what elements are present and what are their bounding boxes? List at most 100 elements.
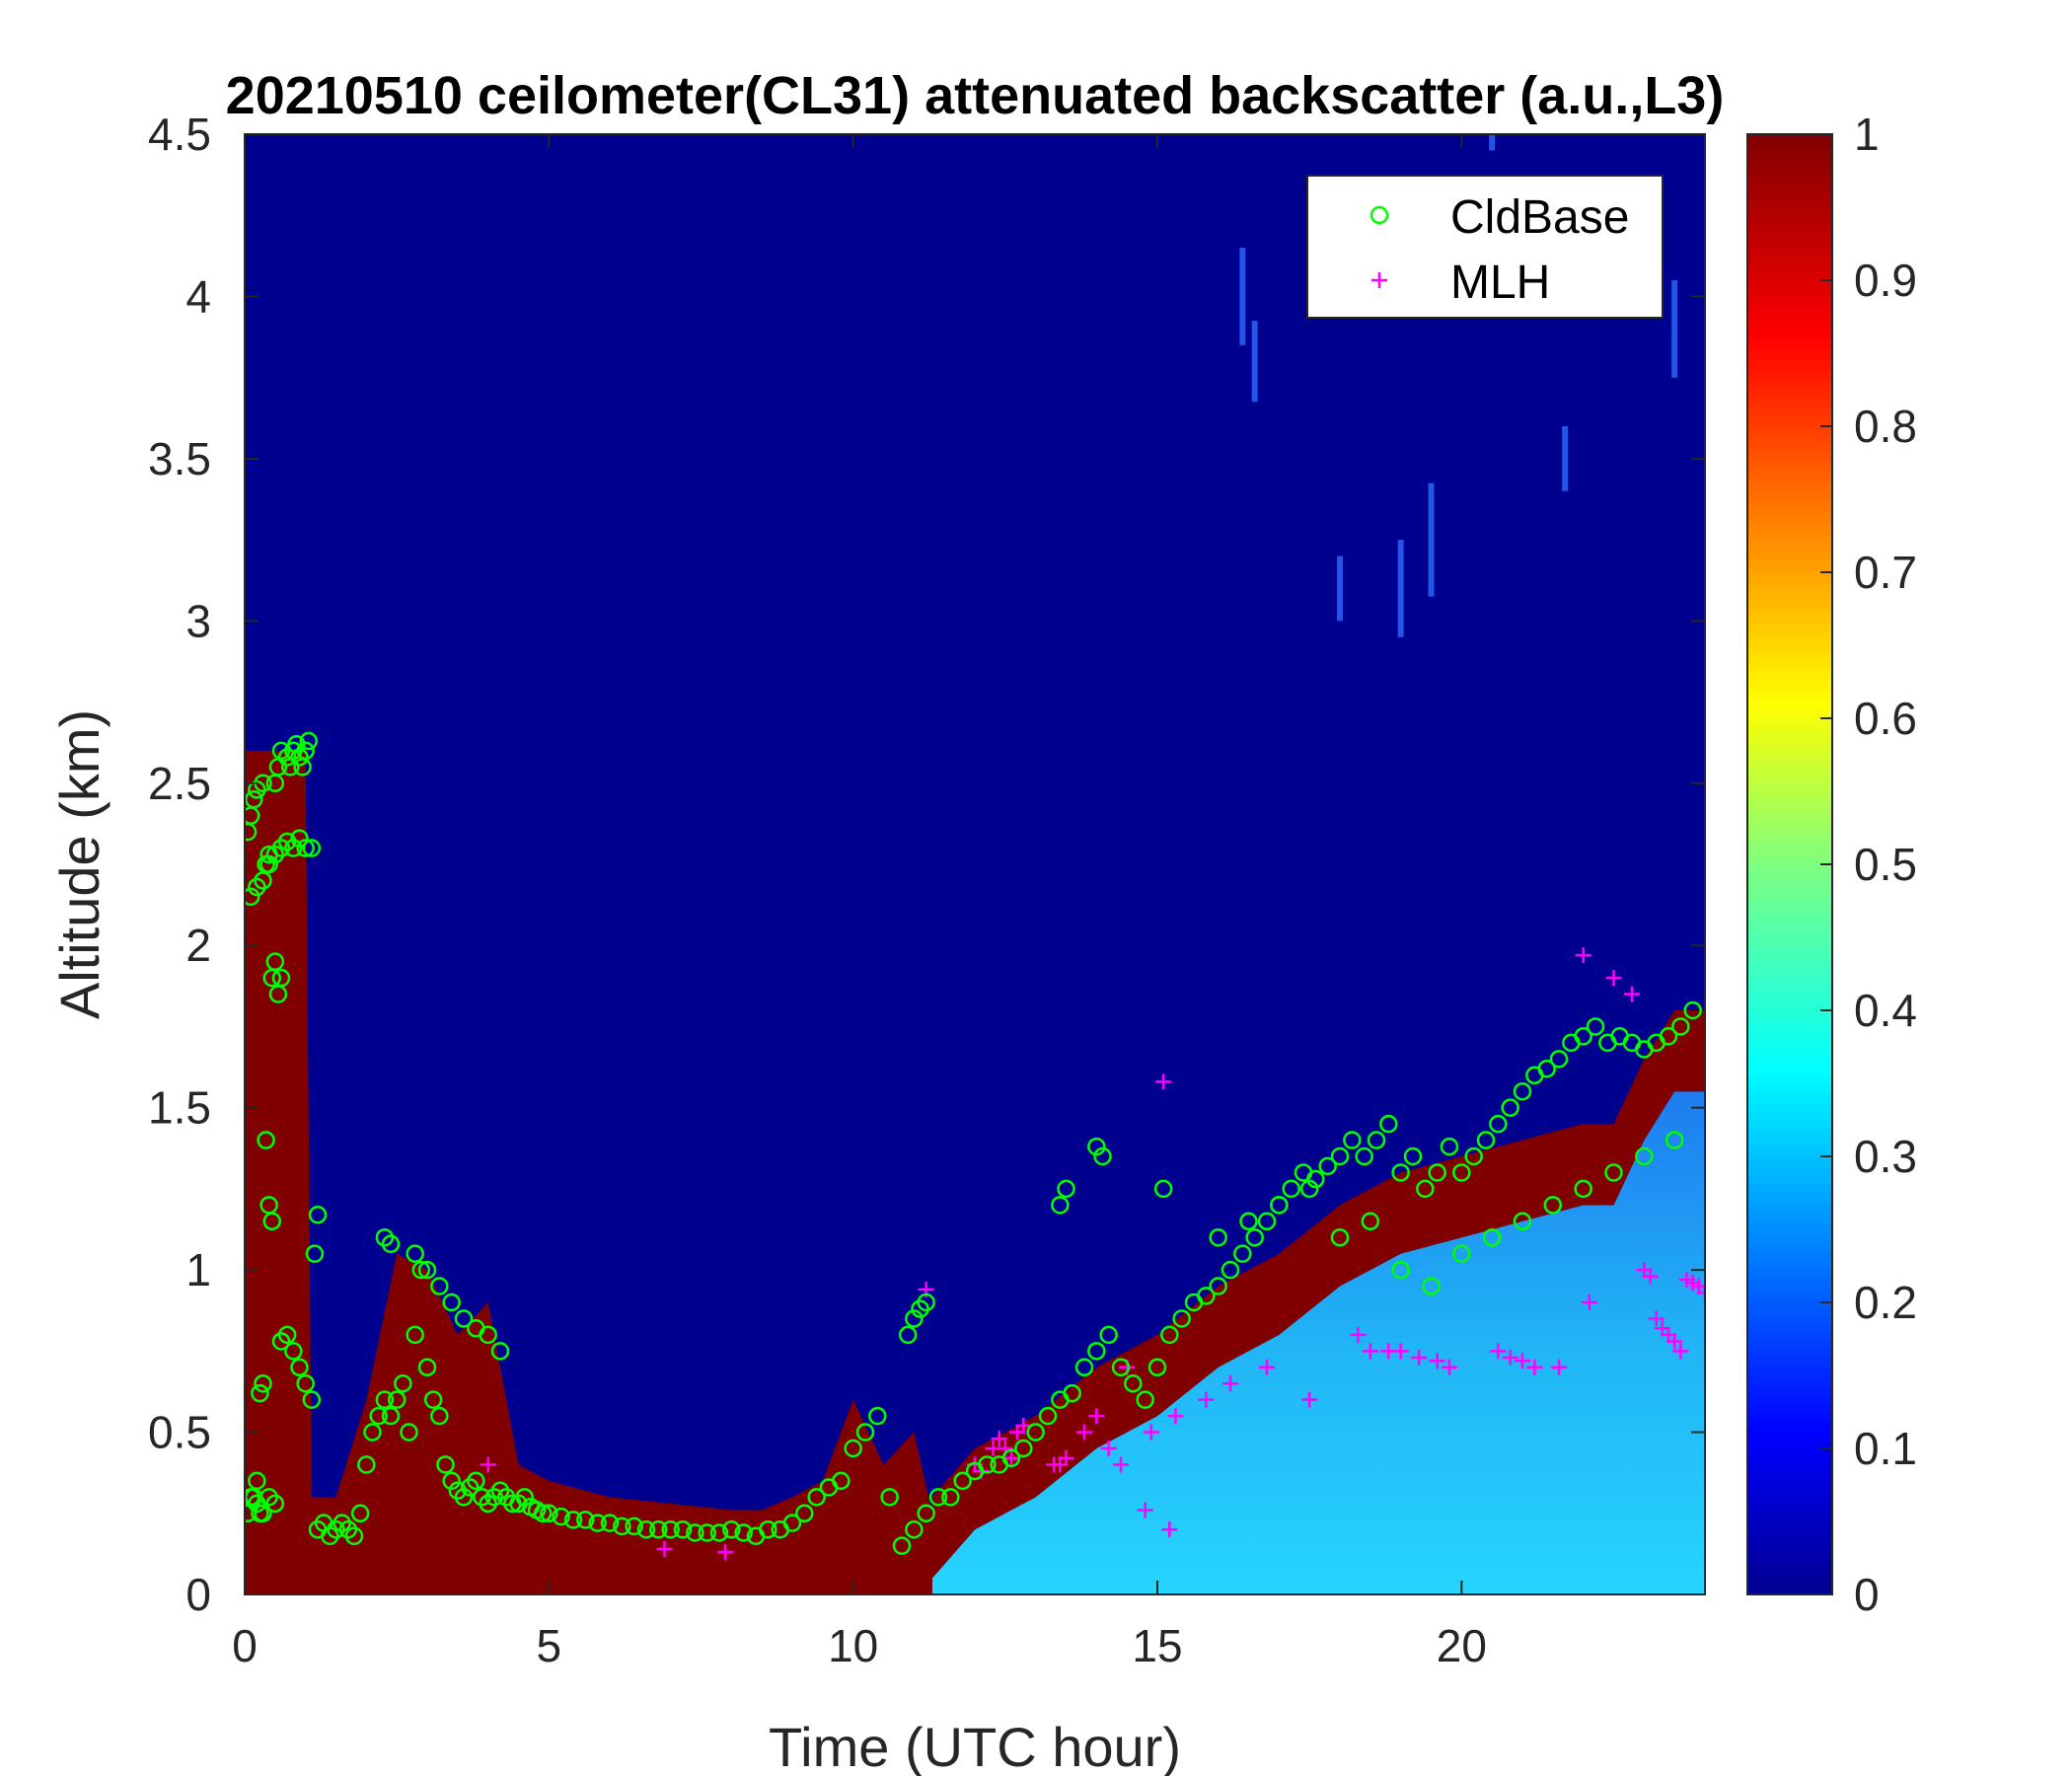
mlh-point: [1392, 1343, 1409, 1360]
cldbase-point: [257, 1131, 275, 1149]
cldbase-point: [1245, 1227, 1264, 1247]
mlh-point: [1624, 986, 1640, 1002]
mlh-point: [1648, 1310, 1665, 1327]
cldbase-point: [978, 1455, 997, 1474]
mlh-point: [1161, 1521, 1178, 1538]
colorbar-tick-label: 0: [1854, 1569, 1880, 1620]
cldbase-point: [363, 1423, 382, 1442]
cldbase-point: [387, 1390, 407, 1409]
cldbase-point: [375, 1390, 395, 1409]
mlh-point: [717, 1544, 734, 1561]
cldbase-point: [1330, 1227, 1350, 1247]
cldbase-point: [1057, 1179, 1075, 1199]
legend-label-mlh: MLH: [1450, 257, 1550, 309]
cldbase-point: [1379, 1114, 1398, 1134]
cldbase-point: [1239, 1212, 1258, 1231]
cloud-streak: [1239, 248, 1246, 345]
cldbase-point: [1153, 1179, 1173, 1199]
mlh-point: [1301, 1391, 1318, 1408]
cldbase-point: [855, 1423, 875, 1442]
legend-marker-mlh: [1371, 272, 1387, 288]
mlh-point: [991, 1431, 1007, 1447]
cldbase-point: [832, 1471, 851, 1491]
cldbase-point: [1270, 1196, 1289, 1215]
cldbase-point: [1635, 1147, 1654, 1166]
cldbase-point: [400, 1423, 418, 1442]
cldbase-point: [436, 1455, 455, 1474]
cldbase-point: [406, 1325, 424, 1345]
cldbase-point: [941, 1488, 960, 1507]
x-axis: 0 5 10 15 20: [232, 134, 1487, 1671]
colorbar-tick-label: 0.6: [1854, 693, 1917, 744]
cldbase-point: [649, 1519, 668, 1539]
cldbase-point: [265, 1494, 285, 1514]
cldbase-point: [265, 952, 285, 971]
cldbase-point: [1543, 1196, 1563, 1215]
colorbar-tick-label: 1: [1854, 109, 1880, 160]
cldbase-point: [290, 829, 309, 848]
legend: CldBase MLH: [1306, 175, 1664, 319]
mlh-point: [1490, 1343, 1507, 1360]
mlh-point: [1222, 1375, 1238, 1392]
x-tick-label: 15: [1132, 1620, 1182, 1671]
cldbase-point: [344, 1526, 364, 1546]
cldbase-point: [1136, 1390, 1154, 1409]
x-tick-label: 0: [232, 1620, 258, 1671]
cldbase-point: [734, 1523, 753, 1542]
cldbase-point: [1074, 1358, 1094, 1377]
colorbar-tick-label: 0.4: [1854, 985, 1917, 1036]
cldbase-point: [1014, 1439, 1033, 1458]
y-tick-label: 3: [185, 595, 211, 646]
mlh-point: [1259, 1359, 1275, 1375]
mlh-point: [1003, 1449, 1019, 1466]
cldbase-point: [299, 731, 318, 751]
cldbase-point: [1124, 1373, 1143, 1393]
cldbase-point: [1391, 1260, 1410, 1280]
cldbase-point: [533, 1504, 553, 1523]
y-tick-label: 4: [185, 270, 211, 322]
cldbase-point: [636, 1519, 656, 1539]
cldbase-point: [1147, 1358, 1167, 1377]
cldbase-point: [302, 839, 322, 857]
cldbase-point: [277, 1325, 297, 1345]
cldbase-point: [1209, 1227, 1227, 1247]
cldbase-point: [381, 1406, 401, 1426]
chart-title: 20210510 ceilometer(CL31) attenuated bac…: [226, 66, 1725, 125]
backscatter-layer: [245, 750, 1705, 1594]
cldbase-point: [1026, 1423, 1045, 1442]
cldbase-point: [1513, 1081, 1532, 1101]
cldbase-point: [563, 1511, 583, 1529]
mlh-point: [1137, 1502, 1153, 1518]
cldbase-point: [1299, 1179, 1319, 1199]
cldbase-point: [698, 1523, 716, 1542]
cldbase-series: [245, 731, 1702, 1555]
cldbase-point: [1416, 1179, 1435, 1199]
cldbase-point: [1671, 1017, 1690, 1036]
cldbase-point: [1549, 1050, 1569, 1069]
legend-box: [1306, 175, 1664, 319]
cldbase-point: [1476, 1131, 1496, 1149]
cldbase-point: [430, 1406, 449, 1426]
cldbase-point: [254, 1373, 272, 1393]
cldbase-point: [1257, 1212, 1277, 1231]
cldbase-point: [1306, 1169, 1325, 1189]
cldbase-point: [369, 1406, 388, 1426]
cldbase-point: [1099, 1325, 1118, 1345]
cldbase-point: [271, 968, 291, 988]
cldbase-point: [1513, 1212, 1532, 1231]
cldbase-point: [1233, 1244, 1252, 1263]
cldbase-point: [576, 1511, 595, 1529]
mlh-point: [1697, 1285, 1705, 1301]
cldbase-point: [254, 871, 272, 890]
cldbase-point: [467, 1471, 485, 1491]
x-axis-title: Time (UTC hour): [769, 1716, 1181, 1776]
colorbar-tick-label: 0.9: [1854, 255, 1917, 306]
cldbase-point: [807, 1488, 826, 1507]
cldbase-point: [588, 1514, 607, 1532]
cloud-streak: [1489, 134, 1496, 151]
cloud-streak: [1251, 321, 1258, 403]
colorbar-tick-label: 0.2: [1854, 1277, 1917, 1328]
cldbase-point: [302, 1390, 322, 1409]
cldbase-point: [381, 1234, 401, 1254]
cloud-streak: [1337, 555, 1343, 622]
